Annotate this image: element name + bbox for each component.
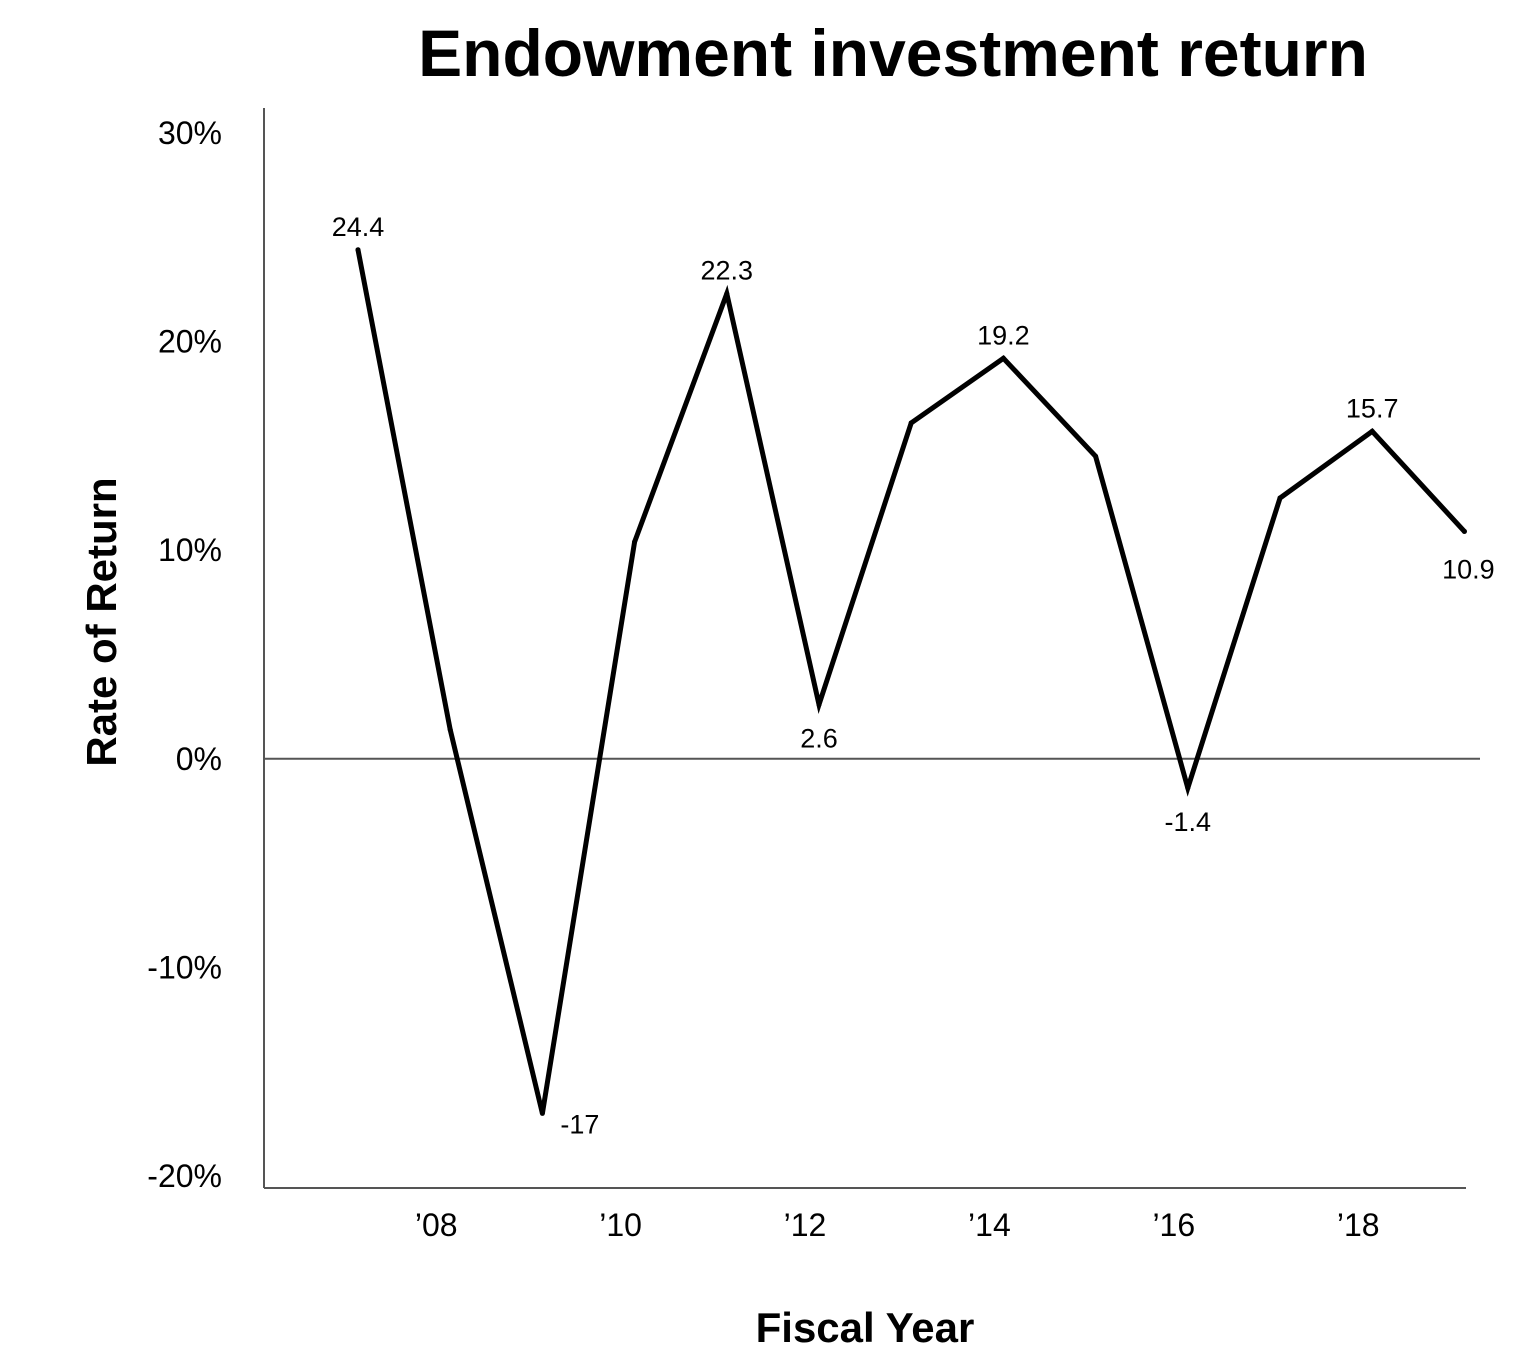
data-label: -1.4 [1165, 807, 1212, 837]
x-tick-label: ’12 [784, 1207, 827, 1243]
data-point [1093, 453, 1099, 459]
chart-title: Endowment investment return [418, 16, 1368, 90]
data-label: 10.9 [1442, 554, 1495, 584]
data-label: -17 [560, 1109, 599, 1139]
data-point [1461, 528, 1467, 534]
data-label: 15.7 [1346, 393, 1399, 423]
data-points [355, 247, 1467, 1116]
y-tick-label: -10% [147, 949, 222, 985]
series-lines [355, 247, 1467, 1114]
data-point [539, 1110, 545, 1116]
data-point [908, 420, 914, 426]
data-label: 22.3 [701, 256, 754, 286]
series-line [355, 247, 1467, 1114]
x-tick-label: ’08 [415, 1207, 458, 1243]
data-point [1277, 495, 1283, 501]
x-tick-label: ’18 [1337, 1207, 1380, 1243]
y-axis-tick-labels: 30% 20% 10% 0% -10% -20% [147, 115, 222, 1194]
y-tick-label: 10% [158, 532, 222, 568]
data-point [1369, 428, 1375, 434]
data-point [816, 702, 822, 708]
data-labels: 24.4 -17 22.3 2.6 19.2 -1.4 15.7 10.9 [332, 212, 1495, 1140]
data-point [724, 291, 730, 297]
data-point [1000, 355, 1006, 361]
x-axis-title: Fiscal Year [756, 1304, 975, 1351]
y-tick-label: -20% [147, 1158, 222, 1194]
data-label: 24.4 [332, 212, 385, 242]
data-point [632, 539, 638, 545]
y-tick-label: 20% [158, 324, 222, 360]
data-point [447, 727, 453, 733]
y-tick-label: 30% [158, 115, 222, 151]
x-tick-label: ’14 [968, 1207, 1011, 1243]
data-label: 2.6 [800, 724, 838, 754]
x-tick-label: ’16 [1152, 1207, 1195, 1243]
x-axis-tick-labels: ’08 ’10 ’12 ’14 ’16 ’18 [415, 1207, 1380, 1243]
data-label: 19.2 [977, 320, 1030, 350]
data-point [1185, 785, 1191, 791]
y-axis-title: Rate of Return [78, 477, 125, 766]
y-tick-label: 0% [176, 741, 222, 777]
data-point [355, 247, 361, 253]
x-tick-label: ’10 [599, 1207, 642, 1243]
